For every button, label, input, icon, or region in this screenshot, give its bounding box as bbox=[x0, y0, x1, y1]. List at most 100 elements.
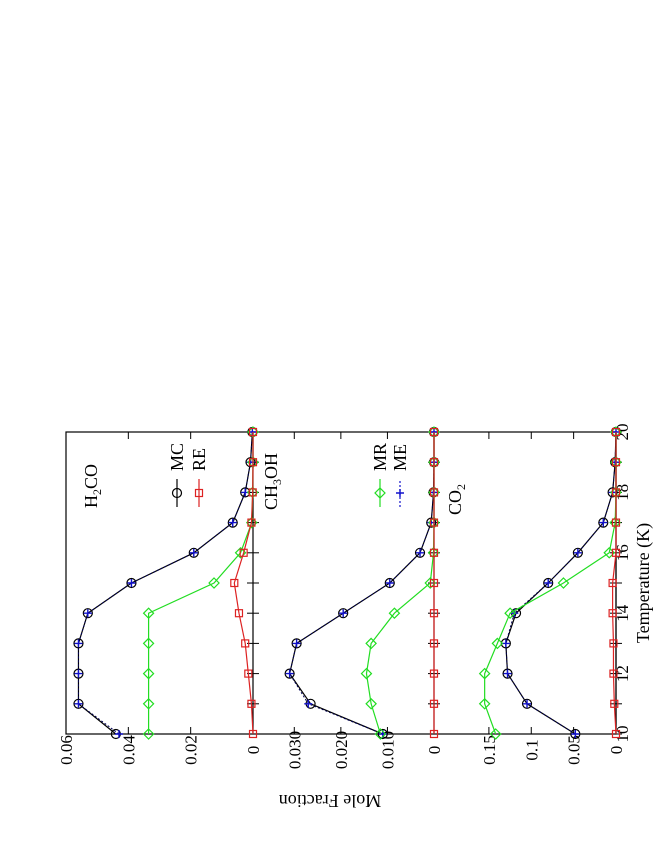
x-tick-label: 12 bbox=[613, 665, 632, 682]
point-re bbox=[247, 518, 256, 527]
panel-label: H2CO bbox=[81, 464, 104, 508]
point-mr bbox=[489, 728, 502, 740]
y-tick-label: 0.030 bbox=[285, 731, 304, 769]
point-re bbox=[244, 669, 253, 678]
panel-label: CH3OH bbox=[261, 453, 284, 510]
x-tick-label: 18 bbox=[613, 484, 632, 501]
series-line-me bbox=[77, 431, 253, 735]
point-me bbox=[74, 669, 83, 678]
point-mc bbox=[572, 547, 583, 558]
point-mc bbox=[384, 577, 395, 589]
point-me bbox=[228, 518, 237, 527]
point-me bbox=[83, 609, 92, 618]
point-re bbox=[611, 427, 621, 437]
series-line-me bbox=[505, 431, 617, 735]
point-me bbox=[571, 730, 580, 738]
point-re bbox=[429, 669, 439, 678]
point-mc bbox=[126, 577, 137, 589]
point-mr bbox=[557, 577, 570, 589]
point-me bbox=[339, 609, 348, 618]
point-re bbox=[611, 518, 621, 527]
point-re bbox=[429, 548, 439, 557]
point-mc bbox=[414, 547, 426, 558]
series-line-mc bbox=[505, 431, 617, 735]
point-re bbox=[248, 458, 258, 467]
point-me bbox=[285, 669, 294, 678]
point-re bbox=[429, 609, 439, 618]
point-re bbox=[429, 427, 439, 437]
point-mr bbox=[360, 667, 373, 680]
point-me bbox=[503, 669, 512, 678]
point-me bbox=[544, 579, 553, 587]
point-re bbox=[429, 639, 439, 648]
y-tick-label: 0.010 bbox=[378, 731, 397, 769]
point-re bbox=[248, 427, 258, 437]
point-mr bbox=[208, 577, 220, 589]
point-me bbox=[292, 639, 301, 648]
point-re bbox=[609, 639, 618, 648]
point-mr bbox=[388, 607, 401, 620]
point-mc bbox=[284, 668, 295, 679]
point-mr bbox=[374, 728, 387, 740]
point-re bbox=[239, 548, 248, 557]
point-me bbox=[599, 518, 608, 527]
point-re bbox=[248, 488, 257, 497]
point-mc bbox=[377, 728, 388, 740]
legend-label-mc: MC bbox=[167, 443, 187, 471]
x-axis-title: Temperature (K) bbox=[633, 523, 654, 643]
legend-label-me: ME bbox=[390, 444, 410, 471]
point-mr bbox=[491, 637, 504, 650]
point-mc bbox=[570, 728, 581, 740]
point-re bbox=[429, 729, 439, 739]
x-tick-label: 10 bbox=[613, 726, 632, 743]
point-me bbox=[573, 548, 582, 557]
point-re bbox=[234, 609, 244, 618]
plot-area: 10121416182000.020.040.06H2CO00.0100.020… bbox=[57, 424, 632, 770]
point-mc bbox=[82, 608, 93, 619]
point-re bbox=[429, 578, 439, 588]
point-mc bbox=[188, 547, 199, 558]
y-tick-label: 0.020 bbox=[332, 731, 351, 769]
point-re bbox=[241, 639, 250, 648]
point-mr bbox=[365, 637, 377, 650]
point-mc bbox=[73, 638, 84, 649]
point-mr bbox=[365, 697, 377, 710]
legend-marker-mc bbox=[171, 487, 183, 499]
point-mr bbox=[142, 697, 155, 710]
point-mc bbox=[500, 638, 511, 649]
point-re bbox=[611, 729, 621, 739]
point-mc bbox=[73, 698, 84, 709]
panel-label: CO2 bbox=[445, 484, 468, 515]
point-re bbox=[610, 699, 619, 708]
point-re bbox=[609, 669, 618, 678]
point-mc bbox=[291, 638, 302, 649]
x-tick-label: 16 bbox=[613, 544, 632, 561]
x-tick-label: 14 bbox=[613, 604, 632, 622]
y-tick-label: 0.1 bbox=[522, 739, 541, 760]
y-tick-label: 0.15 bbox=[480, 735, 499, 765]
point-me bbox=[416, 548, 425, 557]
point-re bbox=[611, 488, 621, 497]
point-re bbox=[248, 729, 258, 739]
y-tick-label: 0.04 bbox=[119, 735, 138, 765]
series-line-mc bbox=[288, 432, 435, 735]
series-line-re bbox=[612, 432, 617, 735]
legend-marker-mr bbox=[374, 487, 386, 499]
point-mr bbox=[142, 728, 155, 740]
point-re bbox=[611, 458, 621, 467]
series-line-me bbox=[289, 432, 435, 735]
point-re bbox=[608, 609, 617, 618]
point-mr bbox=[478, 697, 491, 710]
y-tick-label: 0.02 bbox=[182, 735, 201, 765]
point-me bbox=[304, 699, 313, 708]
point-mr bbox=[478, 667, 491, 680]
point-me bbox=[385, 579, 394, 587]
legend-marker-me bbox=[396, 489, 404, 497]
point-re bbox=[429, 458, 439, 467]
point-re bbox=[247, 699, 256, 708]
y-tick-label: 0.05 bbox=[565, 735, 584, 765]
point-mc bbox=[521, 698, 533, 709]
y-tick-label: 0 bbox=[244, 746, 263, 755]
point-me bbox=[74, 639, 83, 648]
